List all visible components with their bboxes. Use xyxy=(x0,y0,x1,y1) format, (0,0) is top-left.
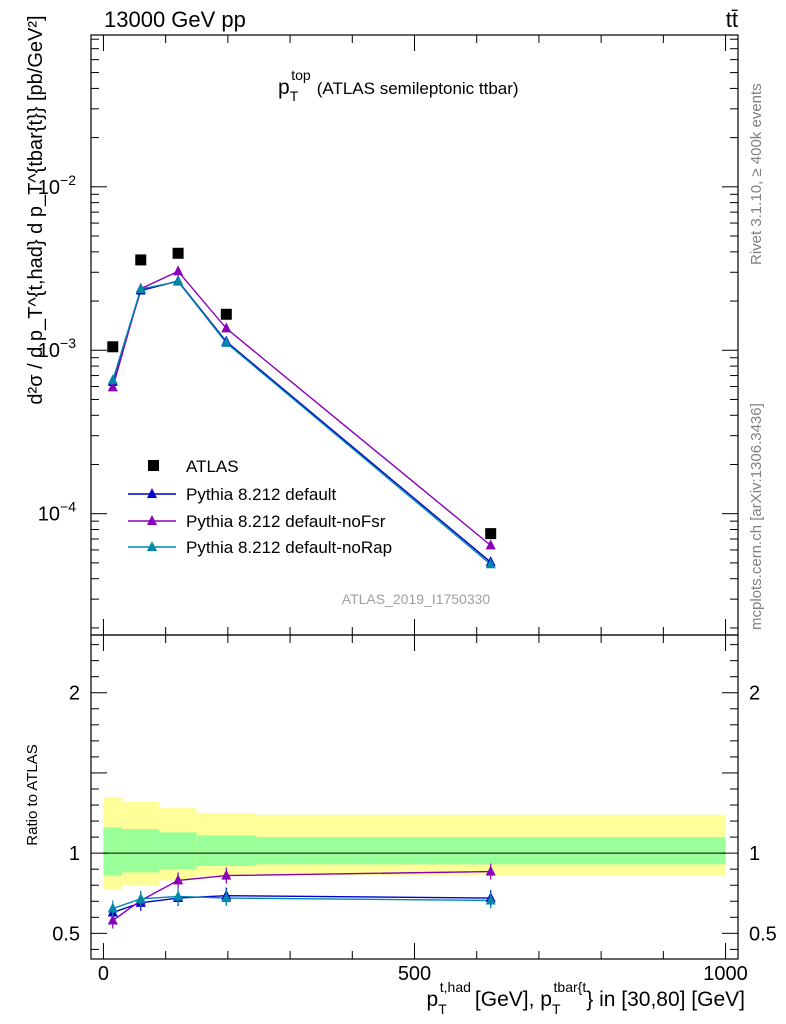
mcplots-label: mcplots.cern.ch [arXiv:1306.3436] xyxy=(748,403,765,630)
title-p: p xyxy=(278,76,290,99)
xlabel-sub1: T xyxy=(438,1001,447,1017)
ratio-point-noRap xyxy=(173,890,184,901)
title-sup: top xyxy=(291,67,311,83)
main-point-noFsr xyxy=(485,539,496,550)
legend-default-label: Pythia 8.212 default xyxy=(186,485,337,504)
main-title: pTtop (ATLAS semileptonic ttbar) xyxy=(278,67,519,104)
ratio-point-noRap xyxy=(135,892,146,903)
ratio-y-tick-label-right: 0.5 xyxy=(749,923,777,945)
legend-default-marker xyxy=(147,488,157,498)
ratio-y-tick-label: 1 xyxy=(69,843,80,865)
tick-exp: −2 xyxy=(60,172,76,188)
xlabel-end: } in [30,80] [GeV] xyxy=(586,988,745,1011)
legend-nofsr-marker xyxy=(147,515,157,525)
tick-base: 10 xyxy=(38,504,60,526)
main-point-noFsr xyxy=(173,265,184,276)
xlabel-sup1: t,had xyxy=(440,979,471,995)
process-label: tt̄ xyxy=(726,7,738,32)
atlas-data-point xyxy=(135,254,147,266)
ratio-y-tick-label: 2 xyxy=(69,683,80,705)
ratio-point-noFsr xyxy=(173,874,184,885)
ratio-ylabel: Ratio to ATLAS xyxy=(24,744,41,845)
ratio-x-tick-label: 500 xyxy=(398,963,431,985)
main-panel: 10−410−310−2 pTtop(ATLAS semileptonic tt… xyxy=(25,15,739,636)
main-series-markers xyxy=(107,247,497,569)
ratio-point-noFsr xyxy=(107,914,118,925)
ratio-panel: 0.5 0.51 12 20 500 1000 Ratio to ATLAS pTt,ha… xyxy=(24,634,777,1017)
main-y-tick-label: 10−3 xyxy=(38,335,76,362)
main-point-noRap xyxy=(221,336,232,347)
ratio-y-tick-label-right: 2 xyxy=(749,683,760,705)
ratio-x-tick-label: 0 xyxy=(98,963,109,985)
xlabel-sub2: T xyxy=(552,1001,561,1017)
ratio-point-noFsr xyxy=(221,869,232,880)
ratio-band-inner xyxy=(103,827,123,876)
ratio-y-tick-label: 0.5 xyxy=(52,923,80,945)
tick-exp: −4 xyxy=(60,499,76,515)
ratio-frame xyxy=(90,634,739,960)
watermark: ATLAS_2019_I1750330 xyxy=(342,591,491,607)
ratio-line-noRap xyxy=(112,895,491,910)
main-y-tick-label: 10−4 xyxy=(38,499,76,526)
tick-base: 10 xyxy=(38,340,60,362)
main-point-noFsr xyxy=(107,381,118,392)
legend-atlas-marker xyxy=(148,460,159,471)
xlabel-mid: [GeV], p xyxy=(475,988,552,1011)
xlabel-p1: p xyxy=(427,988,439,1011)
main-point-noRap xyxy=(135,283,146,294)
tick-exp: −3 xyxy=(60,335,76,351)
ratio-point-noRap xyxy=(221,892,232,903)
ratio-point-noFsr xyxy=(485,865,496,876)
legend: ATLAS Pythia 8.212 default Pythia 8.212 … xyxy=(128,457,392,557)
ratio-band-inner xyxy=(122,829,160,873)
rivet-label: Rivet 3.1.10, ≥ 400k events xyxy=(748,83,765,265)
main-point-noFsr xyxy=(221,322,232,333)
ratio-band-inner xyxy=(159,832,197,870)
title-rest: (ATLAS semileptonic ttbar) xyxy=(317,79,519,98)
ratio-y-tick-label-right: 1 xyxy=(749,843,760,865)
ratio-point-noRap xyxy=(485,894,496,905)
legend-norap-label: Pythia 8.212 default-noRap xyxy=(186,538,392,557)
ratio-series-markers xyxy=(107,863,496,929)
atlas-data-point xyxy=(485,528,497,540)
atlas-data-point xyxy=(172,247,184,259)
main-line-noFsr xyxy=(112,270,492,546)
energy-label: 13000 GeV pp xyxy=(104,7,246,32)
xlabel-sup2: tbar{t xyxy=(554,979,587,995)
ratio-ticks: 0.5 0.5 1 1 2 2 0 500 1000 xyxy=(52,635,777,985)
ratio-band-inner xyxy=(255,837,726,865)
atlas-data-point xyxy=(107,341,119,353)
legend-atlas-label: ATLAS xyxy=(186,457,239,476)
title-sub: T xyxy=(290,88,299,104)
ratio-xlabel: pTt,had[GeV], pTtbar{t} in [30,80] [GeV] xyxy=(427,979,745,1017)
main-point-noRap xyxy=(485,558,496,569)
main-point-noRap xyxy=(107,374,118,385)
main-point-noRap xyxy=(173,275,184,286)
atlas-data-point xyxy=(220,308,232,320)
legend-nofsr-label: Pythia 8.212 default-noFsr xyxy=(186,512,386,531)
legend-norap-marker xyxy=(147,541,157,551)
ratio-band-inner xyxy=(196,835,256,866)
ratio-x-tick-label: 1000 xyxy=(703,963,748,985)
ratio-bands xyxy=(103,797,726,891)
tick-base: 10 xyxy=(38,177,60,199)
main-ylabel: d²σ / d p_T^{t,had} d p_T^{tbar{t}} [pb/… xyxy=(25,15,47,404)
ratio-point-noRap xyxy=(107,902,118,913)
main-ticks: 10−410−310−2 xyxy=(38,35,738,635)
main-y-tick-label: 10−2 xyxy=(38,172,76,199)
